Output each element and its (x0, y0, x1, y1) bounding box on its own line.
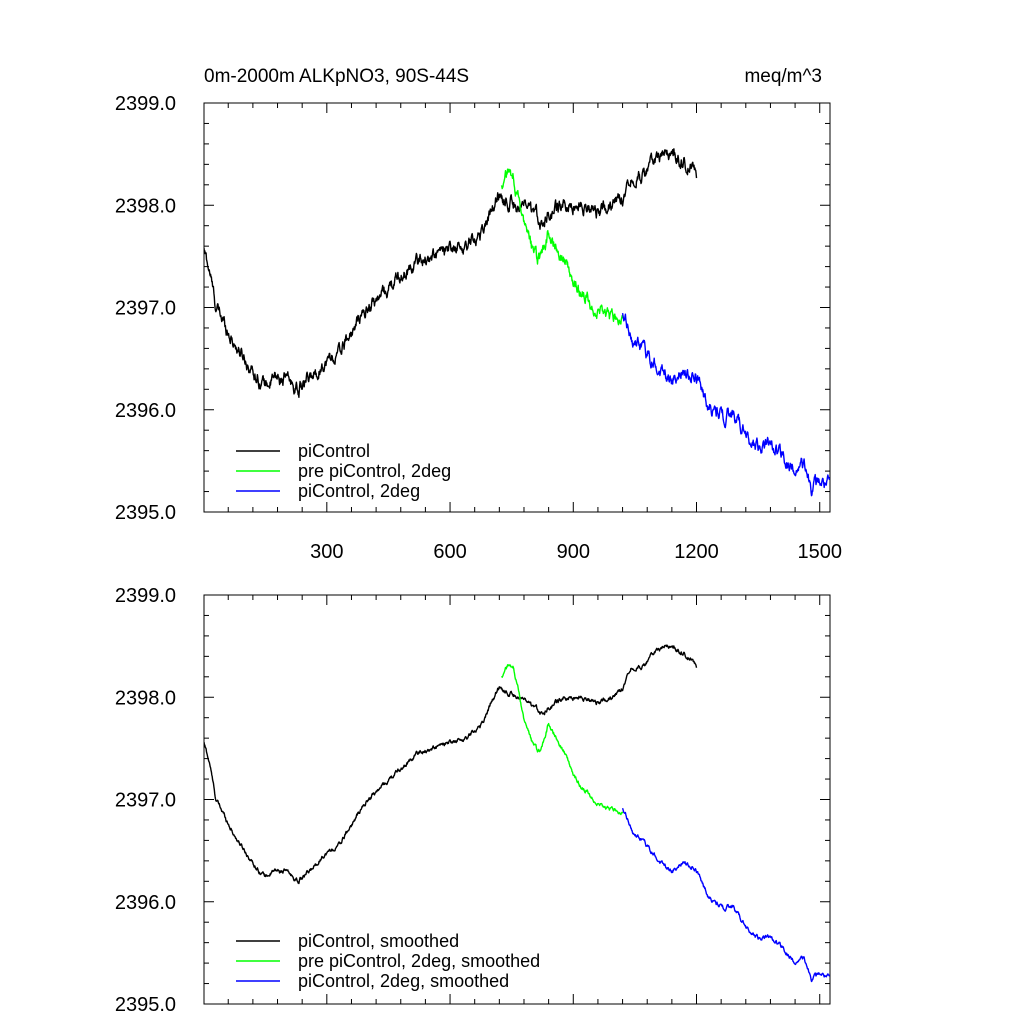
y-tick-label: 2395.0 (115, 994, 176, 1016)
y-tick-label: 2397.0 (115, 790, 176, 812)
panel-1: 2395.0 2396.0 2397.0 2398.0 2399.0 300 600 900 1… (115, 93, 842, 563)
legend-label: piControl, 2deg (298, 481, 420, 501)
series-line-1 (204, 644, 698, 885)
series-line-2 (500, 168, 624, 326)
y-tick-label: 2395.0 (115, 502, 176, 524)
y-tick-label: 2398.0 (115, 687, 176, 709)
x-tick-label: 1200 (674, 541, 719, 563)
legend-label: pre piControl, 2deg, smoothed (298, 951, 540, 971)
legend-label: piControl (298, 441, 370, 461)
y-tick-label: 2399.0 (115, 93, 176, 115)
y-tick-label: 2398.0 (115, 195, 176, 217)
series-line-3 (621, 312, 830, 497)
y-tick-label: 2396.0 (115, 400, 176, 422)
x-tick-label: 1500 (797, 541, 842, 563)
series-line-3 (621, 808, 830, 983)
y-tick-label: 2399.0 (115, 585, 176, 607)
panel-2: 2395.0 2396.0 2397.0 2398.0 2399.0 piControl,… (115, 585, 831, 1016)
series-line-1 (204, 148, 698, 398)
legend-label: pre piControl, 2deg (298, 461, 451, 481)
y-tick-label: 2396.0 (115, 892, 176, 914)
chart-units: meq/m^3 (744, 66, 822, 87)
x-tick-label: 600 (433, 541, 466, 563)
legend-label: piControl, smoothed (298, 931, 459, 951)
legend-label: piControl, 2deg, smoothed (298, 971, 509, 991)
x-tick-label: 300 (310, 541, 343, 563)
series-line-2 (501, 664, 624, 816)
chart-title: 0m-2000m ALKpNO3, 90S-44S (204, 66, 470, 87)
x-tick-label: 900 (557, 541, 590, 563)
y-tick-label: 2397.0 (115, 298, 176, 320)
